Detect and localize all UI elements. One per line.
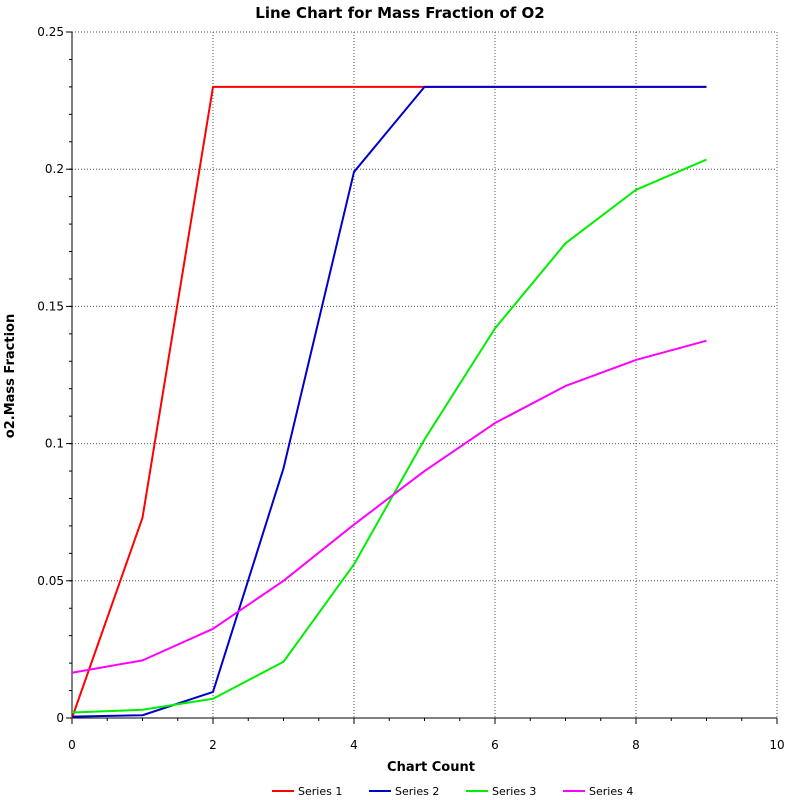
y-tick-label: 0.1 (45, 437, 64, 451)
x-tick-label: 0 (68, 738, 76, 752)
legend: Series 1 Series 2 Series 3 Series 4 (272, 785, 633, 798)
legend-item-series-4: Series 4 (563, 785, 633, 798)
axes: 0 0.05 0.1 0.15 0.2 0.25 0 2 4 6 8 10 (37, 25, 784, 752)
series-line-3 (71, 158, 707, 714)
legend-item-series-2: Series 2 (369, 785, 439, 798)
series-lines (71, 85, 707, 719)
legend-item-series-3: Series 3 (466, 785, 536, 798)
y-tick-label: 0.2 (45, 162, 64, 176)
series-line-4 (71, 339, 707, 674)
x-tick-label: 2 (209, 738, 217, 752)
x-axis-label: Chart Count (387, 760, 475, 775)
legend-label: Series 1 (298, 785, 342, 798)
x-tick-label: 10 (769, 738, 784, 752)
y-tick-label: 0.05 (37, 574, 64, 588)
legend-label: Series 2 (395, 785, 439, 798)
series-line-2 (71, 85, 707, 718)
x-tick-label: 4 (350, 738, 358, 752)
legend-label: Series 3 (492, 785, 536, 798)
legend-item-series-1: Series 1 (272, 785, 342, 798)
y-tick-label: 0.15 (37, 299, 64, 313)
legend-label: Series 4 (589, 785, 633, 798)
y-tick-label: 0.25 (37, 25, 64, 39)
x-tick-label: 8 (632, 738, 640, 752)
y-tick-label: 0 (56, 711, 64, 725)
y-axis-label: o2.Mass Fraction (3, 314, 18, 438)
grid (72, 31, 778, 718)
x-tick-label: 6 (491, 738, 499, 752)
series-line-1 (71, 85, 707, 719)
chart-title: Line Chart for Mass Fraction of O2 (255, 4, 544, 22)
